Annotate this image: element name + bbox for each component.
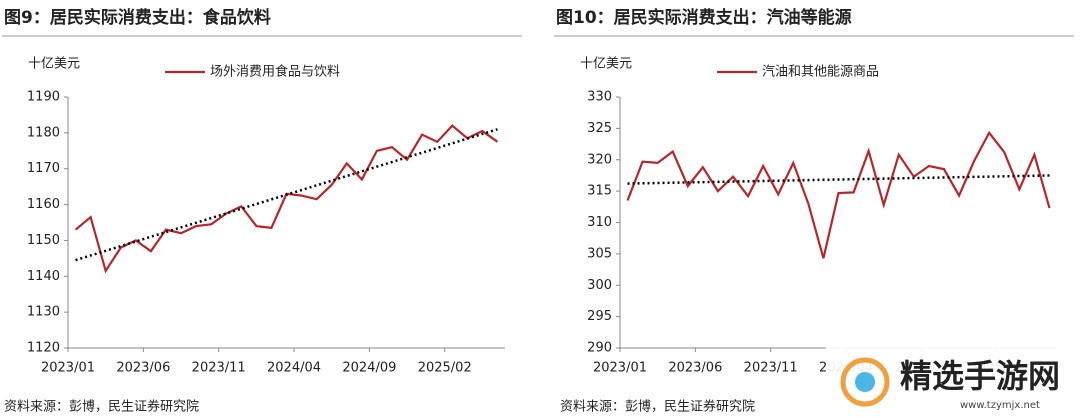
y-tick-label: 1140 — [27, 269, 60, 284]
y-tick-label: 1180 — [27, 125, 60, 140]
y-tick-label: 1130 — [27, 305, 60, 320]
watermark-url: www.tzymjx.net — [960, 400, 1040, 411]
y-tick-label: 300 — [587, 278, 612, 293]
x-tick-label: 2023/11 — [192, 361, 246, 376]
chart-title: 图10：居民实际消费支出：汽油等能源 — [556, 7, 852, 28]
x-tick-label: 2023/06 — [668, 361, 722, 376]
source: 资料来源：彭博，民生证券研究院 — [560, 399, 755, 415]
y-tick-label: 1170 — [27, 161, 60, 176]
y-tick-label: 305 — [587, 246, 612, 261]
legend-label: 汽油和其他能源商品 — [762, 65, 879, 80]
line-series — [626, 130, 1051, 259]
chart-title: 图9：居民实际消费支出：食品饮料 — [4, 7, 271, 28]
trend-line — [75, 128, 498, 262]
y-axis-label: 十亿美元 — [580, 57, 632, 72]
y-tick-label: 295 — [587, 309, 612, 324]
y-tick-label: 1150 — [27, 233, 60, 248]
x-tick-label: 2025/02 — [418, 361, 472, 376]
y-tick-label: 1160 — [27, 197, 60, 212]
y-tick-label: 310 — [587, 215, 612, 230]
x-tick-label: 2024/09 — [342, 361, 396, 376]
trend-line — [627, 174, 1050, 185]
y-axis-label: 十亿美元 — [28, 57, 80, 72]
legend-label: 场外消费用食品与饮料 — [210, 64, 340, 80]
watermark-logo — [855, 372, 875, 392]
x-tick-label: 2023/01 — [593, 361, 647, 376]
y-tick-label: 330 — [587, 90, 612, 105]
y-tick-label: 320 — [587, 152, 612, 167]
y-tick-label: 290 — [587, 341, 612, 356]
y-tick-label: 315 — [587, 184, 612, 199]
x-tick-label: 2023/01 — [41, 361, 95, 376]
y-tick-label: 325 — [587, 121, 612, 136]
x-tick-label: 2023/06 — [116, 361, 170, 376]
watermark-name: 精选手游网 — [900, 357, 1060, 395]
x-tick-label: 2023/11 — [744, 361, 798, 376]
y-tick-label: 1190 — [27, 90, 60, 105]
source: 资料来源：彭博，民生证券研究院 — [4, 399, 199, 415]
x-tick-label: 2024/04 — [267, 361, 321, 376]
y-tick-label: 1120 — [27, 341, 60, 356]
watermark-logo — [840, 357, 890, 407]
